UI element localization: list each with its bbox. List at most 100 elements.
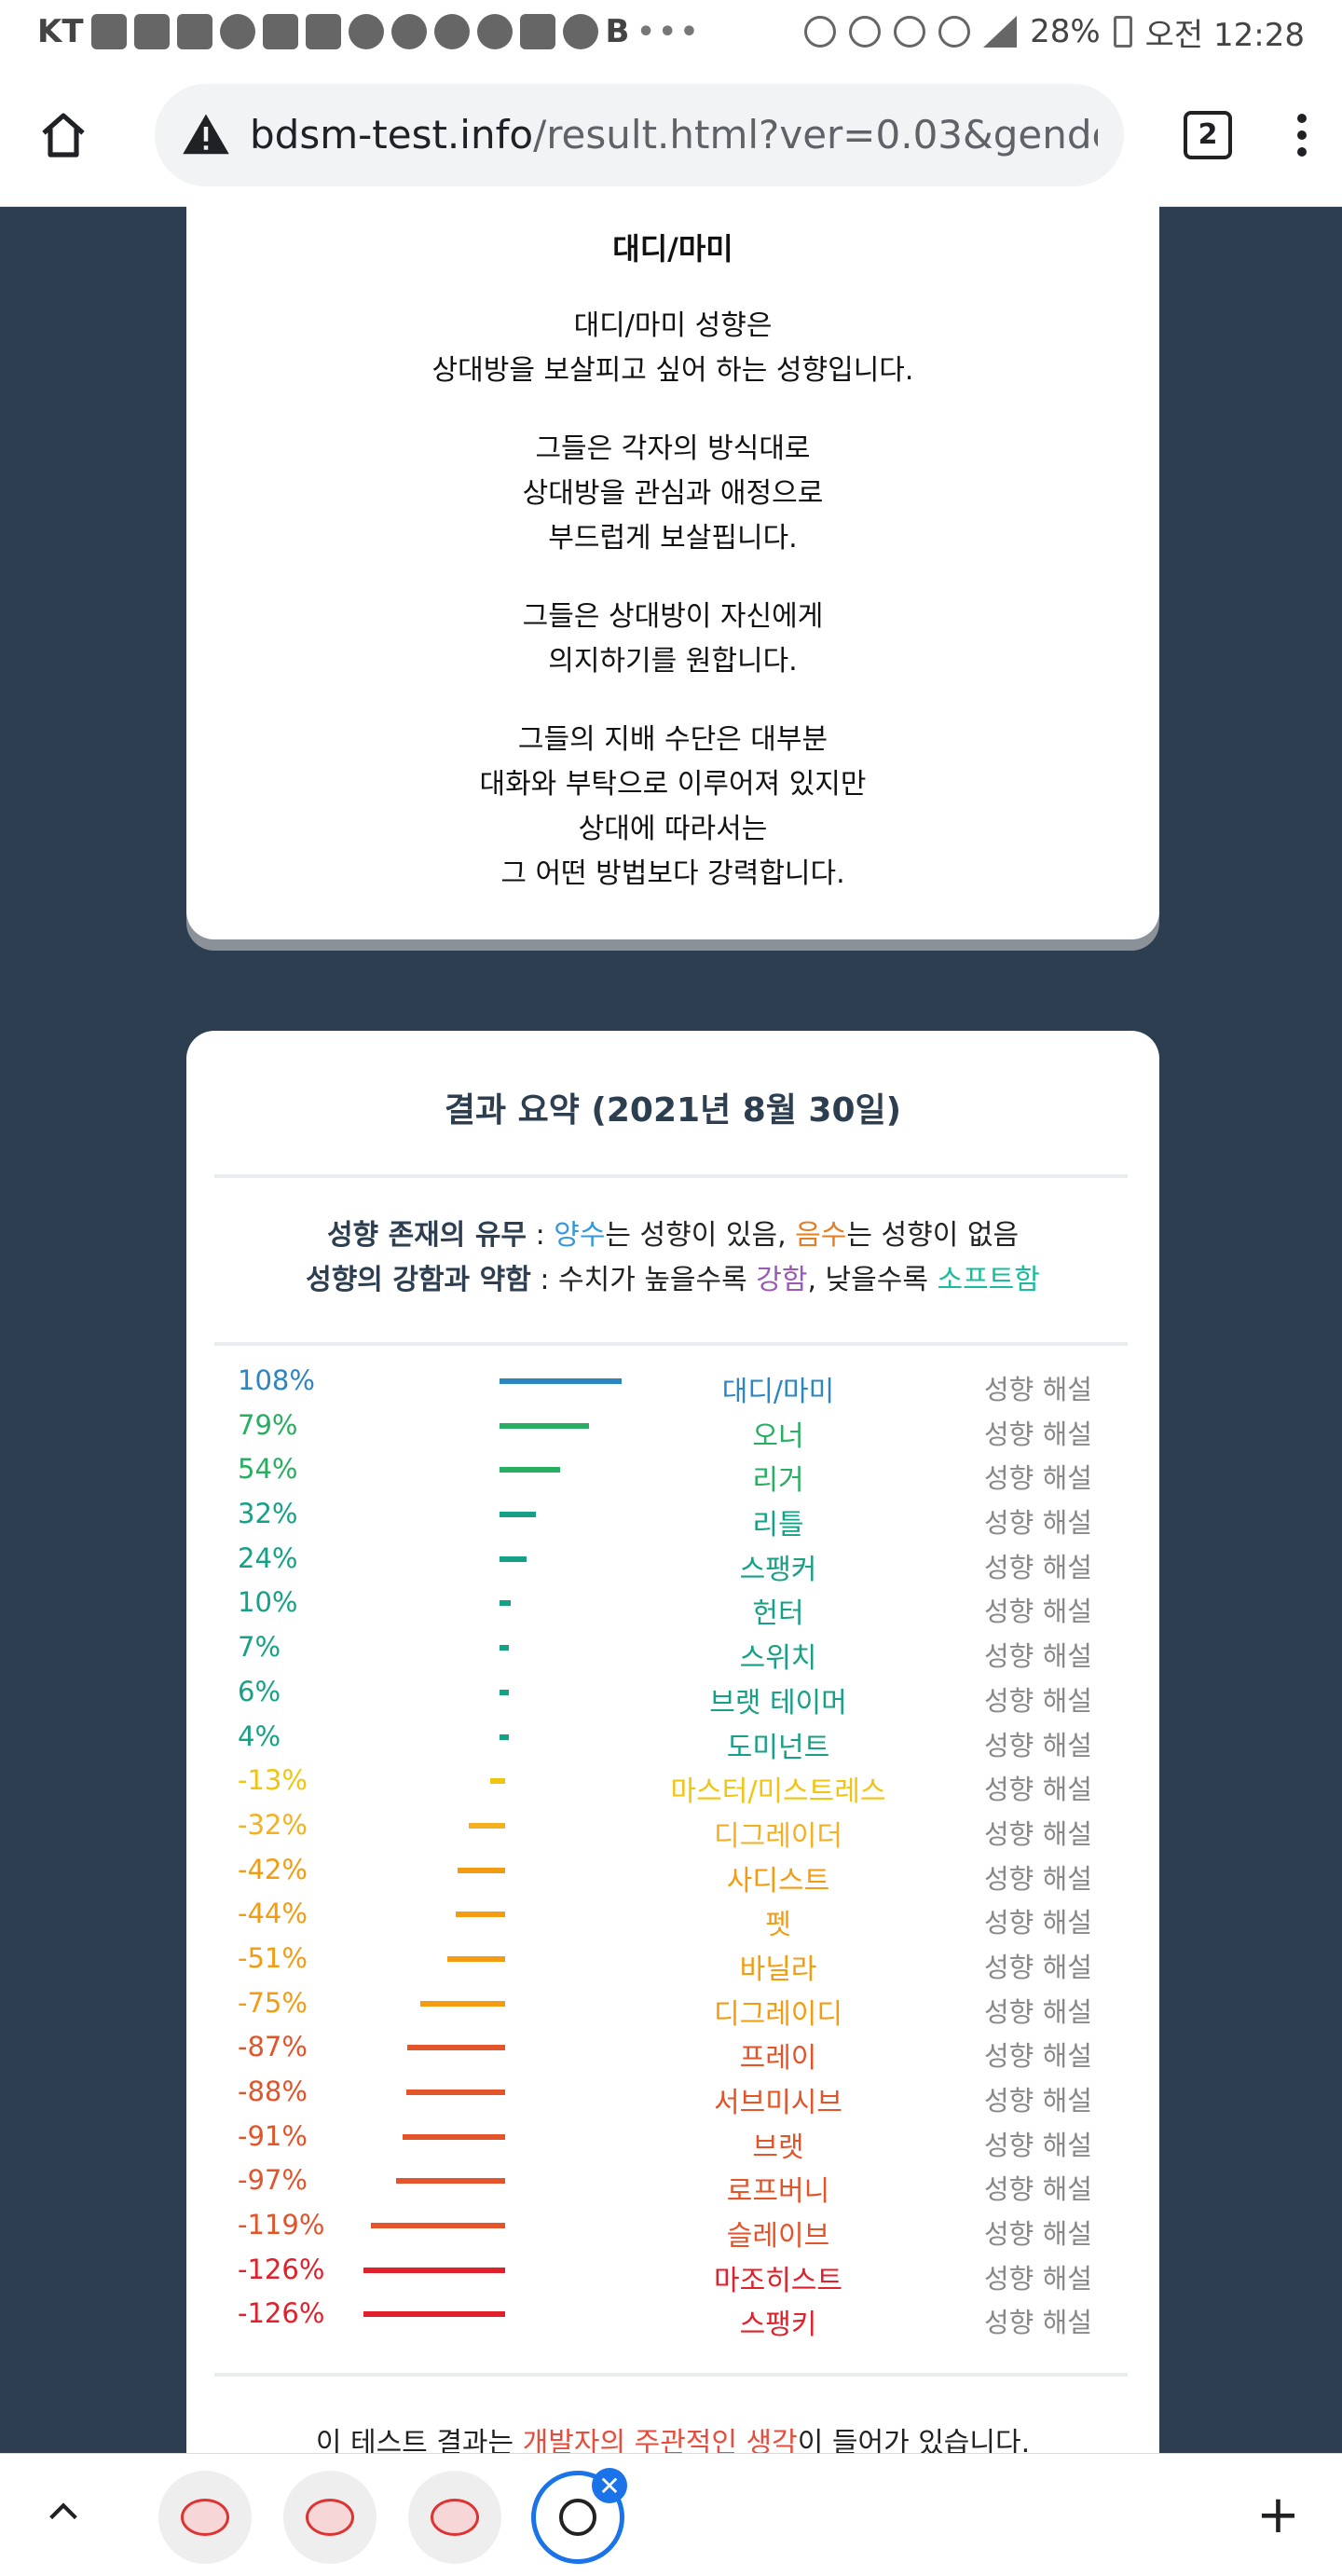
result-label[interactable]: 마스터/미스트레스 (670, 1775, 886, 1809)
tab-thumbnail[interactable] (158, 2471, 252, 2564)
result-label[interactable]: 디그레이디 (714, 1997, 842, 2031)
result-label[interactable]: 오너 (752, 1419, 804, 1453)
result-label[interactable]: 사디스트 (726, 1864, 830, 1898)
tab-switcher-button[interactable]: 2 (1184, 110, 1232, 159)
result-row: -32% 디그레이더 성향 해설 (186, 1805, 1159, 1853)
carrier-label: KT (37, 13, 84, 50)
result-row: -75% 디그레이디 성향 해설 (186, 1983, 1159, 2031)
result-label[interactable]: 바닐라 (739, 1953, 817, 1986)
description-line: 그 어떤 방법보다 강력합니다. (500, 857, 845, 890)
explain-link[interactable]: 성향 해설 (984, 2129, 1092, 2161)
url-path: /result.html?ver=0.03&gender=m (533, 112, 1098, 158)
result-label[interactable]: 도미넌트 (726, 1731, 830, 1764)
result-label[interactable]: 리거 (752, 1464, 804, 1498)
notification-icon (133, 14, 170, 49)
explain-link[interactable]: 성향 해설 (984, 1684, 1092, 1717)
tab-thumbnail[interactable] (283, 2471, 377, 2564)
explain-link[interactable]: 성향 해설 (984, 1640, 1092, 1673)
chevron-up-icon[interactable] (45, 2493, 82, 2530)
explain-link[interactable]: 성향 해설 (984, 2173, 1092, 2206)
tab-count: 2 (1198, 118, 1218, 151)
notification-icon (90, 14, 127, 49)
result-row: 79% 오너 성향 해설 (186, 1405, 1159, 1453)
result-percent: 32% (238, 1498, 298, 1530)
result-label[interactable]: 스팽키 (739, 2309, 817, 2342)
description-paragraph: 그들은 상대방이 자신에게 의지하기를 원합니다. (186, 595, 1159, 684)
result-row: 7% 스위치 성향 해설 (186, 1627, 1159, 1675)
result-percent: -119% (238, 2209, 325, 2241)
explain-link[interactable]: 성향 해설 (984, 1418, 1092, 1450)
result-bar (490, 1778, 505, 1785)
result-label[interactable]: 헌터 (752, 1597, 804, 1631)
mute-icon (804, 16, 837, 48)
explain-link[interactable]: 성향 해설 (984, 1995, 1092, 2028)
legend-soft: 소프트함 (937, 1264, 1040, 1296)
description-line: 의지하기를 원합니다. (548, 645, 798, 678)
dot-icon (1297, 146, 1307, 157)
legend-negative: 음수 (795, 1219, 847, 1252)
result-percent: -75% (238, 1986, 308, 2019)
result-row: 4% 도미넌트 성향 해설 (186, 1717, 1159, 1764)
explain-link[interactable]: 성향 해설 (984, 1596, 1092, 1628)
result-bar (500, 1378, 622, 1384)
tab-thumbnail[interactable] (408, 2471, 501, 2564)
description-line: 부드럽게 보살핍니다. (548, 522, 798, 555)
explain-link[interactable]: 성향 해설 (984, 2085, 1092, 2117)
chat-icon (433, 14, 470, 49)
explain-link[interactable]: 성향 해설 (984, 1817, 1092, 1850)
active-tab-thumbnail[interactable]: ✕ (531, 2468, 627, 2564)
star-icon (562, 14, 598, 49)
explain-link[interactable]: 성향 해설 (984, 1862, 1092, 1895)
new-tab-button[interactable]: + (1256, 2485, 1300, 2545)
result-label[interactable]: 리틀 (752, 1509, 804, 1542)
description-paragraph: 그들의 지배 수단은 대부분 대화와 부탁으로 이루어져 있지만 상대에 따라서는 그… (186, 718, 1159, 897)
result-label[interactable]: 대디/마미 (721, 1376, 835, 1408)
result-row: 32% 리틀 성향 해설 (186, 1494, 1159, 1542)
result-label[interactable]: 스위치 (739, 1642, 817, 1676)
signal-icon (983, 16, 1018, 48)
result-label[interactable]: 슬레이브 (726, 2220, 830, 2254)
explain-link[interactable]: 성향 해설 (984, 1907, 1092, 1939)
summary-title: 결과 요약 (2021년 8월 30일) (444, 1091, 902, 1130)
explain-link[interactable]: 성향 해설 (984, 2040, 1092, 2073)
address-bar[interactable]: bdsm-test.info/result.html?ver=0.03&gend… (155, 83, 1124, 186)
result-percent: 24% (238, 1541, 298, 1574)
legend-text: : 수치가 높을수록 (530, 1264, 757, 1296)
result-percent: 79% (238, 1408, 298, 1441)
explain-link[interactable]: 성향 해설 (984, 1462, 1092, 1495)
result-label[interactable]: 서브미시브 (714, 2087, 842, 2119)
explain-link[interactable]: 성향 해설 (984, 2307, 1092, 2339)
result-bar (500, 1689, 509, 1695)
home-button[interactable] (34, 105, 93, 165)
explain-link[interactable]: 성향 해설 (984, 1507, 1092, 1540)
explain-link[interactable]: 성향 해설 (984, 1729, 1092, 1761)
result-label[interactable]: 프레이 (739, 2042, 817, 2076)
globe-icon (559, 2499, 596, 2536)
result-label[interactable]: 디그레이더 (714, 1819, 842, 1853)
result-label[interactable]: 브랫 (752, 2131, 804, 2164)
url-text: bdsm-test.info/result.html?ver=0.03&gend… (250, 112, 1098, 158)
menu-button[interactable] (1297, 113, 1307, 157)
explain-link[interactable]: 성향 해설 (984, 2218, 1092, 2251)
divider (214, 1174, 1128, 1178)
description-line: 상대방을 보살피고 싶어 하는 성향입니다. (431, 354, 914, 387)
legend-line-2: 성향의 강함과 약함 : 수치가 높을수록 강함, 낮을수록 소프트함 (186, 1258, 1159, 1303)
url-host: bdsm-test.info (250, 112, 534, 158)
explain-link[interactable]: 성향 해설 (984, 2262, 1092, 2295)
result-label[interactable]: 로프버니 (726, 2175, 830, 2209)
result-label[interactable]: 펫 (765, 1909, 791, 1942)
result-label[interactable]: 마조히스트 (714, 2264, 842, 2297)
result-bar (395, 2178, 505, 2185)
result-label[interactable]: 브랫 테이머 (709, 1686, 847, 1720)
explain-link[interactable]: 성향 해설 (984, 1951, 1092, 1983)
result-label[interactable]: 스팽커 (739, 1553, 817, 1586)
result-bar (402, 2133, 505, 2140)
bottom-tab-bar: ✕ + (0, 2453, 1342, 2576)
app-icon (219, 14, 255, 49)
blog-icon: B (605, 13, 630, 50)
explain-link[interactable]: 성향 해설 (984, 1774, 1092, 1806)
explain-link[interactable]: 성향 해설 (984, 1374, 1092, 1405)
result-percent: -51% (238, 1941, 308, 1974)
close-tab-icon[interactable]: ✕ (592, 2468, 627, 2503)
explain-link[interactable]: 성향 해설 (984, 1551, 1092, 1583)
